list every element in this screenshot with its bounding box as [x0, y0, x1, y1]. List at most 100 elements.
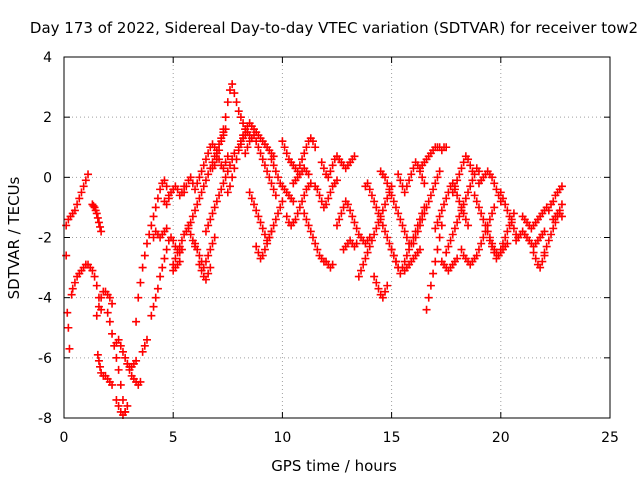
- data-point: [250, 200, 259, 209]
- data-point: [223, 98, 232, 107]
- data-point: [195, 260, 204, 269]
- series-arc-5: [92, 287, 117, 320]
- data-point: [313, 185, 322, 194]
- data-point: [84, 170, 93, 179]
- data-point: [219, 164, 228, 173]
- data-point: [367, 236, 376, 245]
- data-point: [162, 245, 171, 254]
- data-point: [477, 239, 486, 248]
- data-point: [389, 197, 398, 206]
- data-point: [313, 245, 322, 254]
- data-point: [210, 203, 219, 212]
- data-point: [256, 218, 265, 227]
- data-point: [151, 293, 160, 302]
- data-point: [450, 182, 459, 191]
- series-arc-27: [241, 131, 280, 200]
- data-point: [221, 113, 230, 122]
- data-point: [422, 305, 431, 314]
- data-point: [232, 98, 241, 107]
- data-point: [485, 236, 494, 245]
- data-point: [204, 269, 213, 278]
- data-point: [225, 182, 234, 191]
- data-point: [68, 284, 77, 293]
- data-point: [162, 224, 171, 233]
- data-point: [156, 185, 165, 194]
- data-point: [459, 158, 468, 167]
- data-point: [540, 248, 549, 257]
- data-point: [125, 365, 134, 374]
- data-point: [477, 209, 486, 218]
- data-point: [457, 245, 466, 254]
- data-point: [236, 113, 245, 122]
- data-point: [188, 212, 197, 221]
- data-point: [352, 224, 361, 233]
- x-axis-label: GPS time / hours: [271, 457, 397, 475]
- data-point: [490, 203, 499, 212]
- series-arc-47: [409, 167, 444, 248]
- data-point: [490, 179, 499, 188]
- data-point: [453, 176, 462, 185]
- data-point: [197, 266, 206, 275]
- data-point: [186, 173, 195, 182]
- data-point: [94, 302, 103, 311]
- data-point: [121, 407, 130, 416]
- data-point: [396, 215, 405, 224]
- data-point: [431, 179, 440, 188]
- data-point: [269, 221, 278, 230]
- data-point: [89, 201, 98, 210]
- x-tick-label: 25: [601, 430, 619, 446]
- series-arc-21: [195, 260, 215, 284]
- data-point: [94, 356, 103, 365]
- data-point: [346, 206, 355, 215]
- data-point: [464, 155, 473, 164]
- data-point: [108, 380, 117, 389]
- series-arc-42: [370, 272, 392, 302]
- data-point: [151, 203, 160, 212]
- data-point: [234, 143, 243, 152]
- data-point: [193, 200, 202, 209]
- data-point: [254, 212, 263, 221]
- data-point: [70, 206, 79, 215]
- data-point: [116, 341, 125, 350]
- data-point: [376, 215, 385, 224]
- series-arc-39: [339, 236, 361, 254]
- data-point: [94, 218, 103, 227]
- data-point: [468, 176, 477, 185]
- data-point: [265, 173, 274, 182]
- data-point: [112, 353, 121, 362]
- data-point: [429, 269, 438, 278]
- data-point: [468, 167, 477, 176]
- data-point: [544, 236, 553, 245]
- data-point: [158, 263, 167, 272]
- data-point: [402, 251, 411, 260]
- data-point: [274, 173, 283, 182]
- data-point: [114, 365, 123, 374]
- data-point: [63, 308, 72, 317]
- data-point: [317, 197, 326, 206]
- data-point: [108, 299, 117, 308]
- series-arc-22: [201, 149, 239, 236]
- data-point: [492, 185, 501, 194]
- data-point: [387, 245, 396, 254]
- series-arc-4: [88, 200, 106, 236]
- data-point: [103, 308, 112, 317]
- data-point: [359, 260, 368, 269]
- data-point: [396, 269, 405, 278]
- data-point: [488, 242, 497, 251]
- data-point: [442, 248, 451, 257]
- data-point: [557, 182, 566, 191]
- data-point: [92, 311, 101, 320]
- data-point: [372, 278, 381, 287]
- data-point: [494, 251, 503, 260]
- data-point: [433, 218, 442, 227]
- data-point: [455, 170, 464, 179]
- data-point: [142, 239, 151, 248]
- data-point: [138, 347, 147, 356]
- data-point: [440, 200, 449, 209]
- data-point: [219, 125, 228, 134]
- data-point: [498, 239, 507, 248]
- data-point: [271, 167, 280, 176]
- data-point: [481, 221, 490, 230]
- y-tick-label: -6: [38, 351, 52, 367]
- data-point: [271, 191, 280, 200]
